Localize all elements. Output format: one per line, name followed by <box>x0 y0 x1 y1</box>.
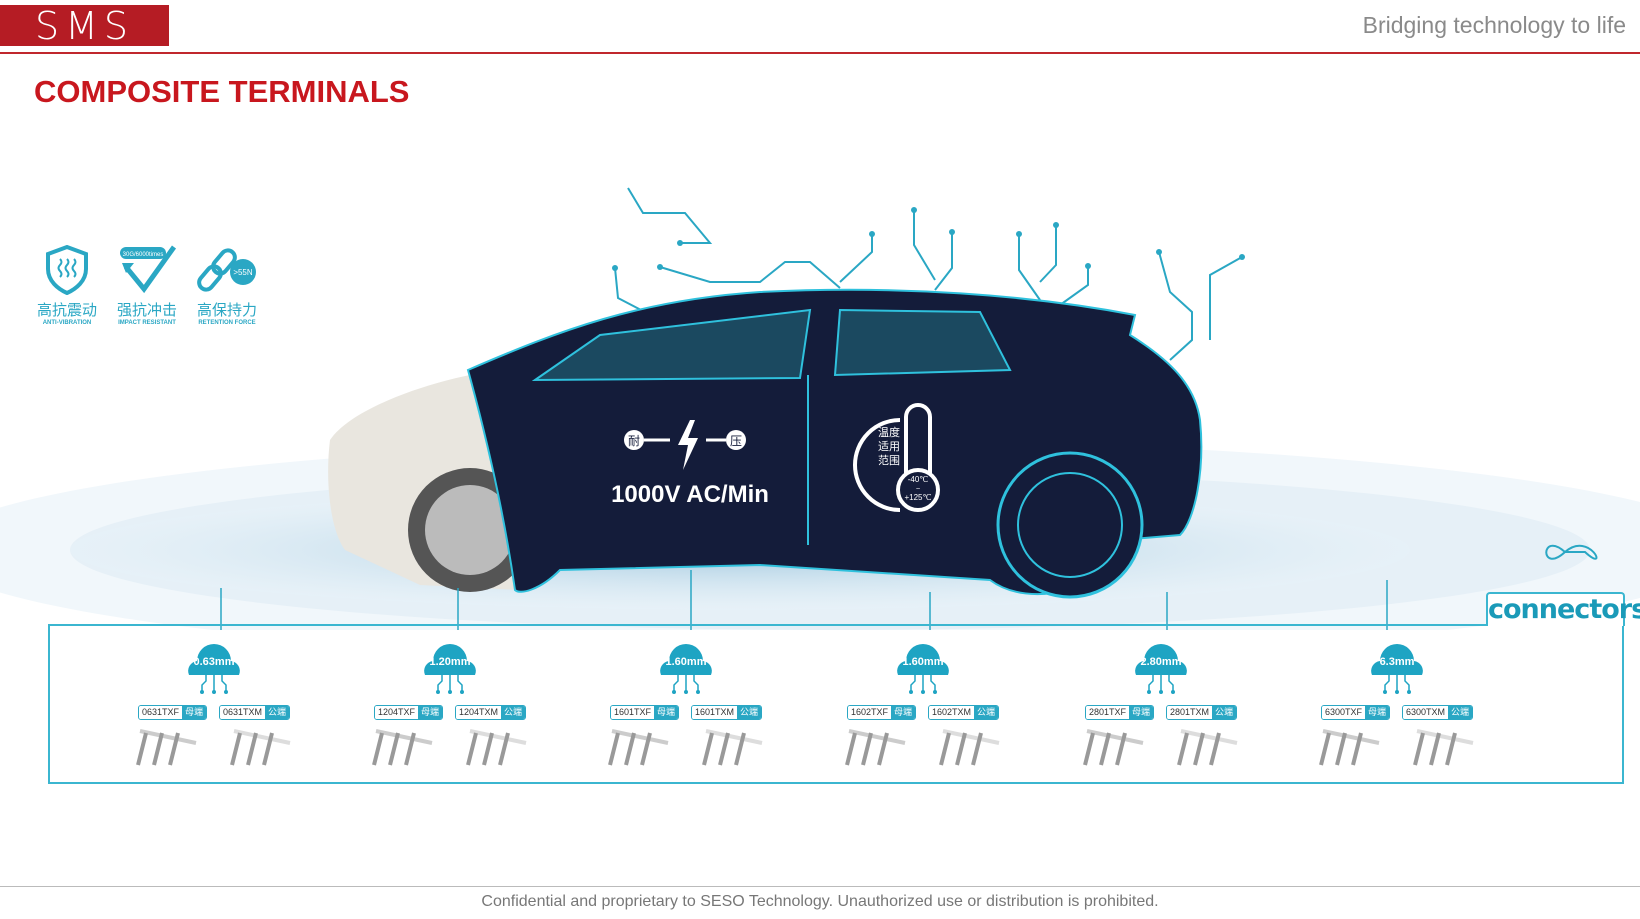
size-cloud: 6.3mm <box>1362 635 1432 694</box>
size-cloud: 1.60mm <box>888 635 958 694</box>
terminal-image <box>1319 729 1380 766</box>
size-cloud: 2.80mm <box>1126 635 1196 694</box>
svg-text:范围: 范围 <box>878 453 900 467</box>
logo: SMS <box>0 4 169 48</box>
cloud-icon <box>1135 644 1187 694</box>
size-cloud: 0.63mm <box>179 635 249 694</box>
feature-retention-force: >55N 高保持力 RETENTION FORCE <box>188 245 266 326</box>
terminal-image <box>1413 729 1474 766</box>
male-terminal-tag[interactable]: 1204TXM 公端 <box>455 705 527 720</box>
terminal-image <box>939 729 1000 766</box>
male-terminal-tag[interactable]: 1601TXM 公端 <box>691 705 763 720</box>
male-terminal-tag[interactable]: 1602TXM 公端 <box>928 705 1000 720</box>
terminal-image <box>466 729 527 766</box>
svg-text:>55N: >55N <box>233 268 253 277</box>
svg-text:1000V AC/Min: 1000V AC/Min <box>611 481 769 508</box>
size-cloud: 1.60mm <box>651 635 721 694</box>
terminal-image <box>845 729 906 766</box>
svg-text:30G/6000times: 30G/6000times <box>123 252 164 258</box>
size-cloud: 1.20mm <box>415 635 485 694</box>
cloud-icon <box>424 644 476 694</box>
footer-divider <box>0 886 1640 887</box>
shield-vibration-icon <box>46 245 88 295</box>
female-terminal-tag[interactable]: 1602TXF 母端 <box>846 705 916 720</box>
group-connector-lines <box>220 570 1388 630</box>
terminal-image <box>608 729 669 766</box>
male-terminal-tag[interactable]: 0631TXM 公端 <box>219 705 291 720</box>
male-terminal-tag[interactable]: 6300TXM 公端 <box>1402 705 1474 720</box>
svg-text:+125℃: +125℃ <box>904 493 931 502</box>
lightning-icon <box>678 420 698 470</box>
female-terminal-tag[interactable]: 6300TXF 母端 <box>1320 705 1390 720</box>
header-divider <box>0 52 1640 54</box>
female-terminal-tag[interactable]: 2801TXF 母端 <box>1084 705 1154 720</box>
svg-text:~: ~ <box>916 486 920 493</box>
temperature-badge: 温度 适用 范围 -40℃ ~ +125℃ <box>853 403 940 512</box>
circuit-lines <box>614 187 1243 361</box>
svg-text:压: 压 <box>730 434 742 448</box>
page-title: COMPOSITE TERMINALS <box>34 74 410 109</box>
terminal-image <box>372 729 433 766</box>
terminal-image <box>230 729 291 766</box>
feature-anti-vibration: 高抗震动 ANTI-VIBRATION <box>28 245 106 326</box>
tagline: Bridging technology to life <box>1362 12 1626 38</box>
connectors-label: connectors <box>1486 592 1640 626</box>
male-terminal-tag[interactable]: 2801TXM 公端 <box>1166 705 1238 720</box>
terminal-image <box>1177 729 1238 766</box>
cloud-icon <box>660 644 712 694</box>
terminal-panel <box>48 624 1624 784</box>
female-terminal-tag[interactable]: 1204TXF 母端 <box>373 705 443 720</box>
feature-impact-resistant: 30G/6000times 强抗冲击 IMPACT RESISTANT <box>108 245 186 326</box>
chain-link-icon: >55N <box>197 248 256 292</box>
svg-text:适用: 适用 <box>878 440 900 453</box>
impact-check-icon: 30G/6000times <box>120 245 177 294</box>
female-terminal-tag[interactable]: 1601TXF 母端 <box>609 705 679 720</box>
cloud-icon <box>897 644 949 694</box>
terminal-image <box>702 729 763 766</box>
cloud-icon <box>1371 644 1423 694</box>
female-terminal-tag[interactable]: 0631TXF 母端 <box>137 705 207 720</box>
cloud-icon <box>188 644 240 694</box>
loop-icon <box>1545 544 1598 560</box>
terminal-image <box>1083 729 1144 766</box>
voltage-badge: 耐 压 1000V AC/Min <box>611 420 769 508</box>
svg-text:温度: 温度 <box>878 425 900 439</box>
svg-text:-40℃: -40℃ <box>908 475 929 484</box>
svg-text:耐: 耐 <box>628 434 640 448</box>
car-windows <box>531 308 1012 382</box>
footer-text: Confidential and proprietary to SESO Tec… <box>481 893 1159 910</box>
rear-wheel <box>996 451 1144 599</box>
car-illustration: 耐 压 1000V AC/Min 温度 适用 范围 -40℃ ~ +125℃ <box>0 187 1640 630</box>
terminal-image <box>136 729 197 766</box>
